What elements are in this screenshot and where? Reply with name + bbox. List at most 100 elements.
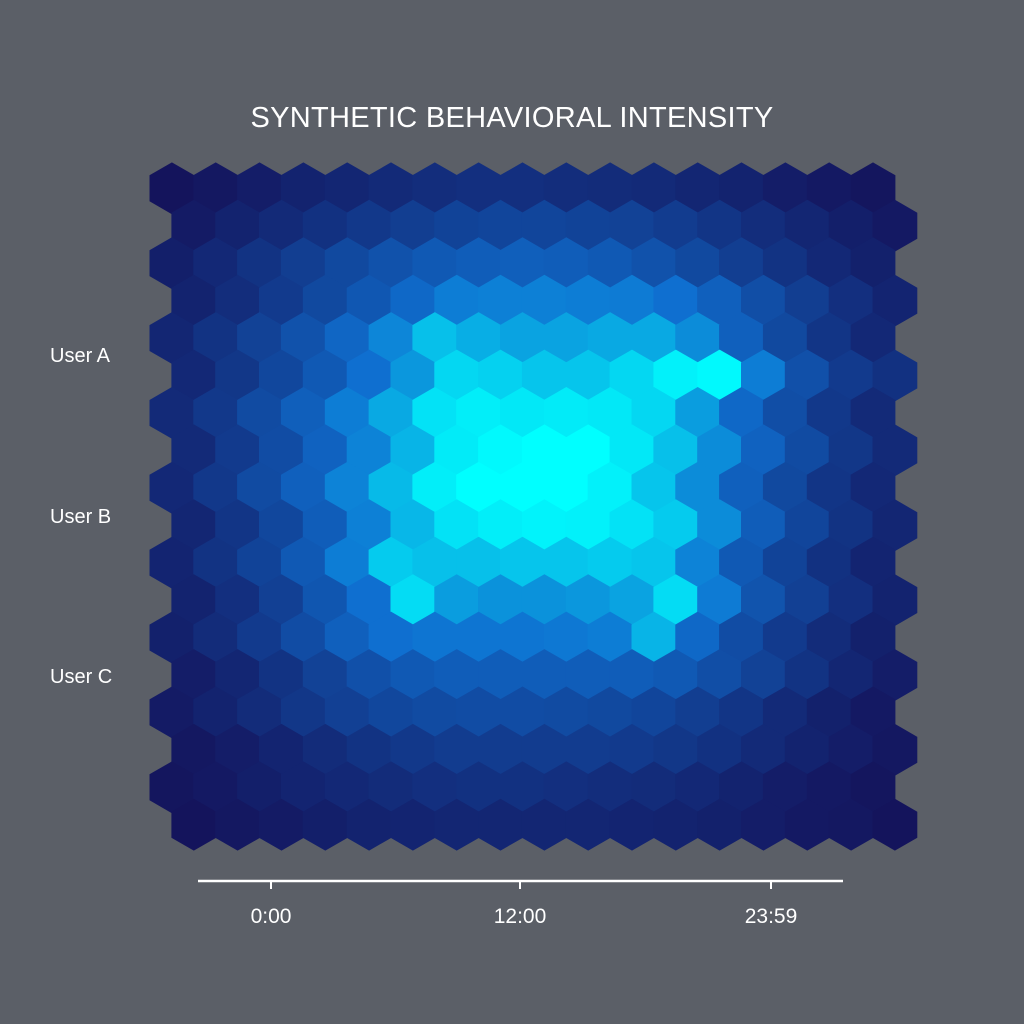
hex-cell xyxy=(587,237,633,290)
hexbin-cells xyxy=(149,162,918,851)
hex-cell xyxy=(587,312,633,364)
hex-cell xyxy=(697,798,743,851)
hex-cell xyxy=(500,686,545,739)
hex-cell xyxy=(434,274,480,327)
hex-cell xyxy=(302,798,348,851)
hex-cell xyxy=(434,574,480,626)
hex-cell xyxy=(215,274,261,327)
hex-cell xyxy=(324,686,370,739)
hex-cell xyxy=(543,536,589,589)
hex-cell xyxy=(719,686,764,739)
hex-cell xyxy=(697,424,743,477)
hex-cell xyxy=(280,237,326,290)
hex-cell xyxy=(741,574,786,626)
x-tick-label-end: 23:59 xyxy=(745,905,798,928)
hex-cell xyxy=(675,686,721,739)
hex-cell xyxy=(302,574,348,626)
hex-cell xyxy=(806,536,852,589)
hex-cell xyxy=(543,461,589,514)
hex-cell xyxy=(587,387,633,439)
hex-cell xyxy=(784,349,830,402)
hex-cell xyxy=(434,199,480,252)
hex-cell xyxy=(609,723,655,776)
hex-cell xyxy=(193,312,239,364)
hex-cell xyxy=(675,312,721,364)
hex-cell xyxy=(500,387,545,439)
hex-cell xyxy=(259,274,304,327)
hex-cell xyxy=(500,761,545,814)
hex-cell xyxy=(478,723,523,776)
hex-cell xyxy=(412,536,458,589)
hex-cell xyxy=(390,723,436,776)
hex-cell xyxy=(456,611,502,664)
hex-cell xyxy=(346,499,392,552)
hex-cell xyxy=(500,536,545,589)
hex-cell xyxy=(171,649,217,701)
hex-cell xyxy=(828,649,874,701)
hex-cell xyxy=(368,162,414,215)
x-tick-label-mid: 12:00 xyxy=(494,905,547,928)
hex-cell xyxy=(280,536,326,589)
hex-cell xyxy=(784,723,830,776)
hex-cell xyxy=(697,723,743,776)
hex-cell xyxy=(171,199,217,252)
hex-cell xyxy=(741,649,786,701)
hex-cell xyxy=(280,461,326,514)
hex-cell xyxy=(368,387,414,439)
hex-cell xyxy=(171,274,217,327)
hex-cell xyxy=(828,798,874,851)
hex-cell xyxy=(828,424,874,477)
hex-cell xyxy=(324,162,370,215)
hex-cell xyxy=(302,723,348,776)
hex-cell xyxy=(653,199,699,252)
hex-cell xyxy=(675,461,721,514)
hex-cell xyxy=(390,274,436,327)
hex-cell xyxy=(280,686,326,739)
hex-cell xyxy=(565,723,611,776)
hex-cell xyxy=(346,424,392,477)
hex-cell xyxy=(806,387,852,439)
hex-cell xyxy=(521,499,567,552)
hex-cell xyxy=(741,274,786,327)
hex-cell xyxy=(850,761,896,814)
hex-cell xyxy=(565,798,611,851)
hex-cell xyxy=(653,424,699,477)
hex-cell xyxy=(346,574,392,626)
hex-cell xyxy=(784,798,830,851)
hex-cell xyxy=(675,237,721,290)
hex-cell xyxy=(193,611,239,664)
hex-cell xyxy=(346,349,392,402)
hex-cell xyxy=(259,199,304,252)
hex-cell xyxy=(324,461,370,514)
hex-cell xyxy=(500,461,545,514)
hex-cell xyxy=(171,574,217,626)
hex-cell xyxy=(215,649,261,701)
hex-cell xyxy=(872,649,918,701)
hex-cell xyxy=(850,686,896,739)
hex-cell xyxy=(762,611,808,664)
hex-cell xyxy=(237,312,282,364)
hex-cell xyxy=(719,461,764,514)
hex-cell xyxy=(456,237,502,290)
hex-cell xyxy=(565,274,611,327)
hex-cell xyxy=(806,237,852,290)
hex-cell xyxy=(302,499,348,552)
hex-cell xyxy=(280,387,326,439)
chart-title: SYNTHETIC BEHAVIORAL INTENSITY xyxy=(250,102,773,134)
hex-cell xyxy=(521,424,567,477)
hex-cell xyxy=(171,723,217,776)
hex-cell xyxy=(850,237,896,290)
hex-cell xyxy=(456,761,502,814)
hex-cell xyxy=(609,499,655,552)
hex-cell xyxy=(324,312,370,364)
hex-cell xyxy=(631,387,677,439)
hex-cell xyxy=(784,499,830,552)
hex-cell xyxy=(806,761,852,814)
hex-cell xyxy=(719,611,764,664)
hex-cell xyxy=(193,461,239,514)
hex-cell xyxy=(149,686,195,739)
hex-cell xyxy=(478,424,523,477)
hex-cell xyxy=(434,798,480,851)
hex-cell xyxy=(259,798,304,851)
